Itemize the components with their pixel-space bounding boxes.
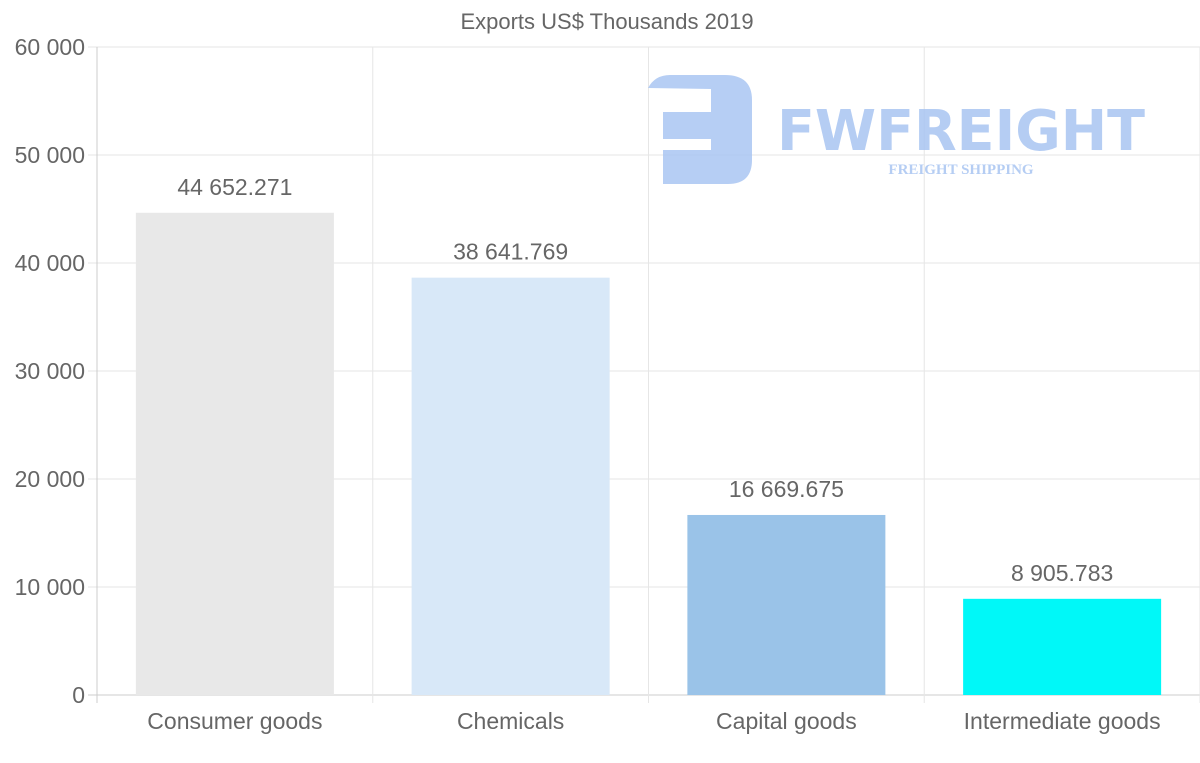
y-axis: 0 10 000 20 000 30 000 40 000 50 000 60 000 bbox=[15, 34, 85, 708]
bar-chemicals bbox=[411, 277, 610, 695]
x-tick-label: Intermediate goods bbox=[964, 708, 1161, 734]
y-tick-label: 30 000 bbox=[15, 358, 85, 384]
logo-mark-icon bbox=[648, 75, 752, 184]
data-label: 8 905.783 bbox=[1011, 560, 1113, 586]
bar-intermediate-goods bbox=[963, 598, 1162, 695]
data-labels: 44 652.271 38 641.769 16 669.675 8 905.783 bbox=[177, 174, 1113, 586]
y-tick-label: 20 000 bbox=[15, 466, 85, 492]
x-axis: Consumer goods Chemicals Capital goods Inte… bbox=[147, 708, 1160, 734]
y-tick-label: 0 bbox=[72, 682, 85, 708]
x-tick-label: Chemicals bbox=[457, 708, 564, 734]
bar-capital-goods bbox=[687, 514, 886, 695]
y-tick-label: 40 000 bbox=[15, 250, 85, 276]
y-tick-label: 10 000 bbox=[15, 574, 85, 600]
watermark-tagline: FREIGHT SHIPPING bbox=[888, 162, 1033, 178]
x-tick-label: Consumer goods bbox=[147, 708, 322, 734]
watermark-brand: FWFREIGHT bbox=[777, 99, 1145, 164]
y-tick-label: 50 000 bbox=[15, 142, 85, 168]
y-tick-label: 60 000 bbox=[15, 34, 85, 60]
data-label: 38 641.769 bbox=[453, 239, 568, 265]
data-label: 16 669.675 bbox=[729, 476, 844, 502]
x-tick-label: Capital goods bbox=[716, 708, 857, 734]
watermark-logo: FWFREIGHT FREIGHT SHIPPING bbox=[648, 75, 1145, 184]
bar-consumer-goods bbox=[135, 212, 334, 695]
chart-title: Exports US$ Thousands 2019 bbox=[460, 9, 753, 34]
bars bbox=[135, 212, 1162, 695]
data-label: 44 652.271 bbox=[177, 174, 292, 200]
